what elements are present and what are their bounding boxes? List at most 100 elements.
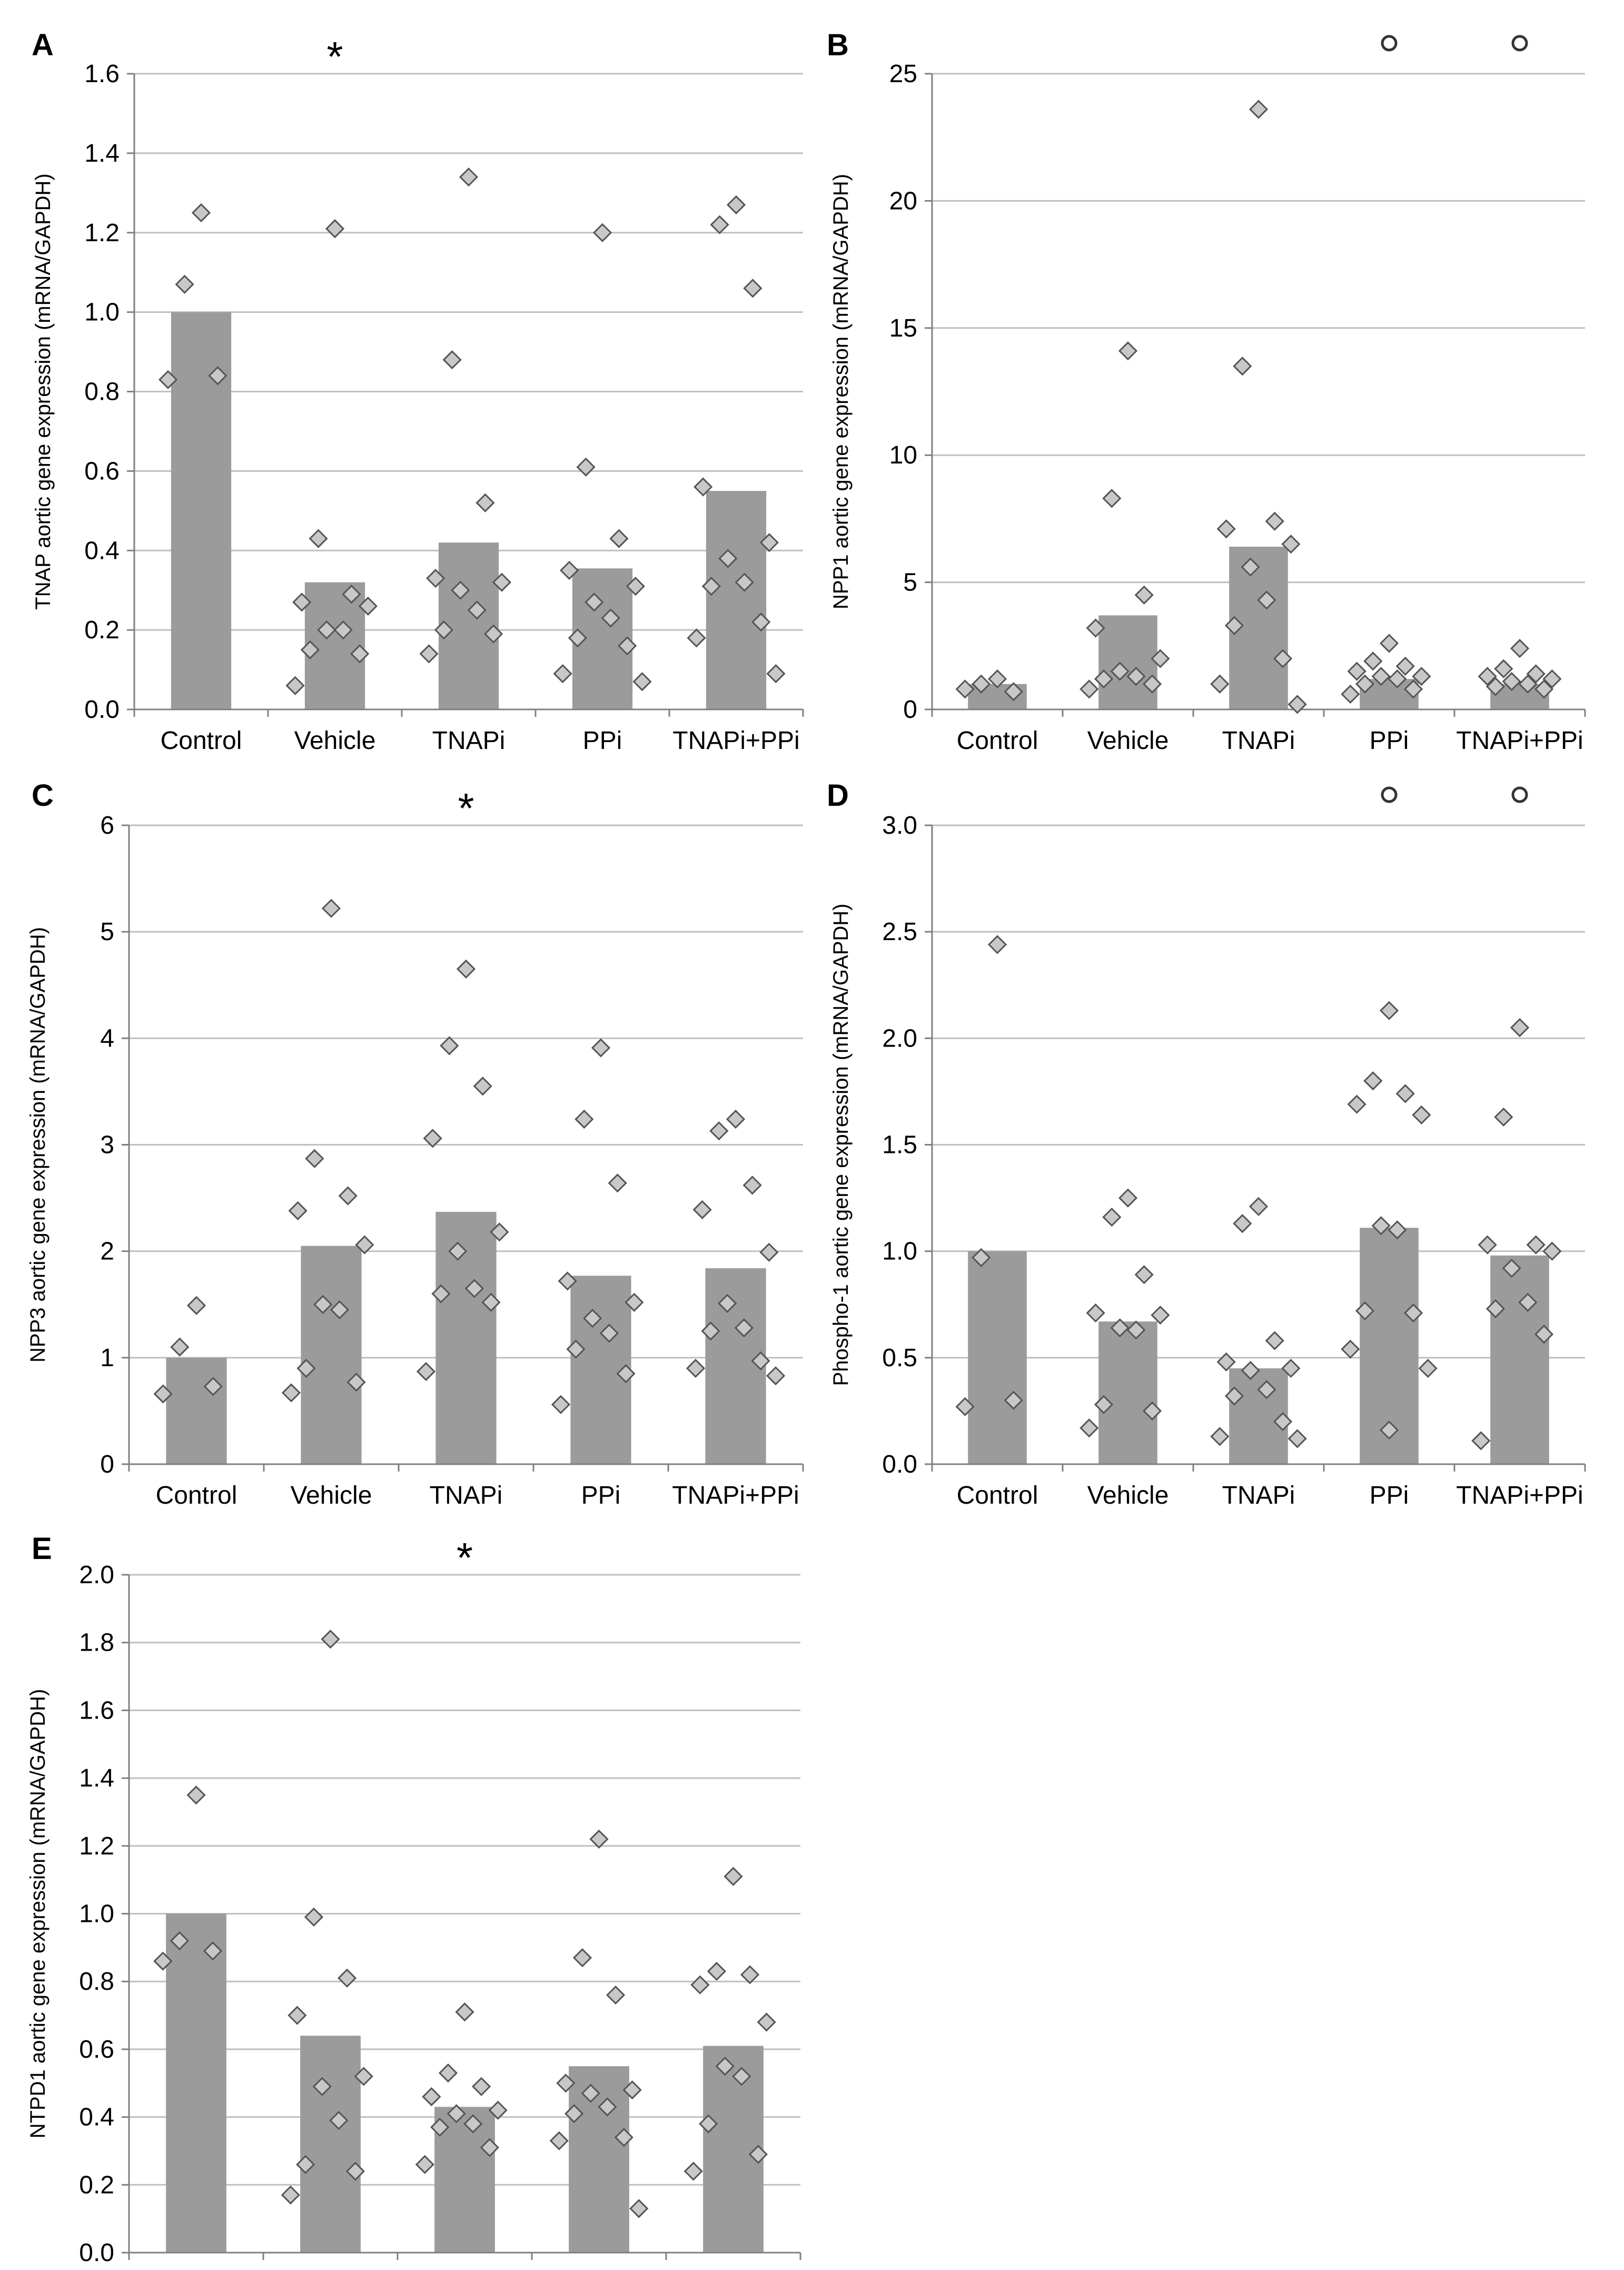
data-point (175, 274, 194, 294)
data-point (1134, 1265, 1154, 1285)
data-point (1249, 1197, 1269, 1216)
data-point (565, 2104, 584, 2124)
data-point (1210, 1427, 1230, 1446)
y-tick-label: 2.0 (79, 1561, 114, 1589)
data-point (1418, 1358, 1438, 1378)
data-point (488, 2100, 508, 2120)
category-label: Vehicle (1087, 727, 1169, 755)
y-tick-label: 1.0 (882, 1238, 917, 1266)
data-point (1118, 1188, 1138, 1208)
data-point (464, 1279, 484, 1298)
data-point (699, 2114, 718, 2134)
data-point (442, 350, 462, 370)
data-point (358, 596, 378, 616)
data-point (598, 2097, 617, 2117)
y-tick-label: 0.4 (79, 2104, 114, 2131)
data-point (766, 1366, 786, 1386)
data-point (1288, 695, 1307, 714)
data-point (415, 2155, 434, 2174)
data-point (355, 1235, 374, 1255)
data-point (1281, 535, 1301, 554)
data-point (734, 1318, 754, 1338)
data-point (549, 2131, 569, 2150)
data-point (422, 2087, 441, 2107)
panel-letter: A (32, 28, 54, 62)
bar-vehicle (301, 1246, 362, 1464)
data-point (987, 669, 1007, 689)
data-point (1486, 1299, 1506, 1318)
data-point (556, 2074, 576, 2093)
data-point (686, 1358, 706, 1378)
y-tick-label: 1.6 (84, 60, 120, 88)
data-point (1395, 656, 1415, 676)
data-point (346, 1373, 366, 1392)
data-point (742, 1176, 762, 1195)
data-point (159, 370, 178, 389)
category-label: TNAPi+PPi (672, 1482, 799, 1509)
data-point (1534, 679, 1554, 699)
data-point (1347, 662, 1366, 681)
data-point (1142, 674, 1162, 694)
data-point (955, 1397, 975, 1416)
data-point (1273, 649, 1293, 668)
data-point (955, 679, 975, 699)
data-point (304, 1907, 324, 1927)
y-tick-label: 0.0 (882, 1450, 917, 1478)
data-point (724, 1867, 743, 1886)
data-point (1241, 557, 1260, 577)
data-point (1265, 511, 1284, 531)
data-point (614, 2128, 633, 2147)
data-point (1371, 667, 1391, 686)
data-point (1094, 669, 1114, 689)
y-tick-label: 1.0 (79, 1900, 114, 1928)
data-point (1004, 682, 1023, 702)
y-tick-label: 0.6 (84, 457, 120, 485)
data-point (707, 1961, 727, 1981)
data-point (718, 1294, 737, 1313)
data-point (1224, 616, 1244, 635)
y-tick-label: 5 (100, 918, 114, 946)
y-tick-label: 0 (100, 1450, 114, 1478)
y-tick-label: 25 (889, 60, 917, 88)
category-label: PPi (583, 727, 622, 755)
y-tick-label: 10 (889, 441, 917, 469)
y-tick-label: 15 (889, 314, 917, 342)
data-point (1241, 1360, 1260, 1380)
panel-letter: D (827, 778, 849, 813)
data-point (710, 215, 729, 234)
y-tick-label: 1.0 (84, 299, 120, 327)
data-point (440, 1036, 459, 1055)
data-point (285, 676, 305, 695)
data-point (751, 612, 771, 632)
category-label: TNAPi+PPi (1456, 1482, 1583, 1509)
data-point (337, 1968, 357, 1988)
category-label: PPi (581, 1482, 621, 1509)
data-point (480, 2138, 499, 2157)
y-tick-label: 0.5 (882, 1344, 917, 1372)
data-point (591, 1038, 611, 1058)
data-point (625, 1292, 644, 1312)
data-point (467, 600, 487, 620)
data-point (471, 2077, 491, 2096)
data-point (1355, 1301, 1375, 1321)
data-point (1412, 1105, 1431, 1125)
data-point (618, 636, 637, 656)
data-point (313, 1295, 333, 1314)
data-point (1542, 1241, 1562, 1261)
data-point (1518, 1292, 1538, 1312)
data-point (606, 1985, 626, 2005)
data-point (609, 529, 629, 548)
y-tick-label: 1 (100, 1344, 114, 1372)
y-tick-label: 1.8 (79, 1629, 114, 1657)
data-point (572, 1948, 592, 1968)
data-point (1210, 674, 1230, 694)
significance-asterisk: * (457, 1534, 473, 1581)
data-point (153, 1951, 173, 1971)
data-point (438, 2063, 458, 2083)
data-point (292, 593, 312, 612)
data-point (1412, 667, 1431, 686)
data-point (476, 493, 495, 512)
data-point (354, 2067, 373, 2086)
category-label: TNAPi (1222, 727, 1295, 755)
